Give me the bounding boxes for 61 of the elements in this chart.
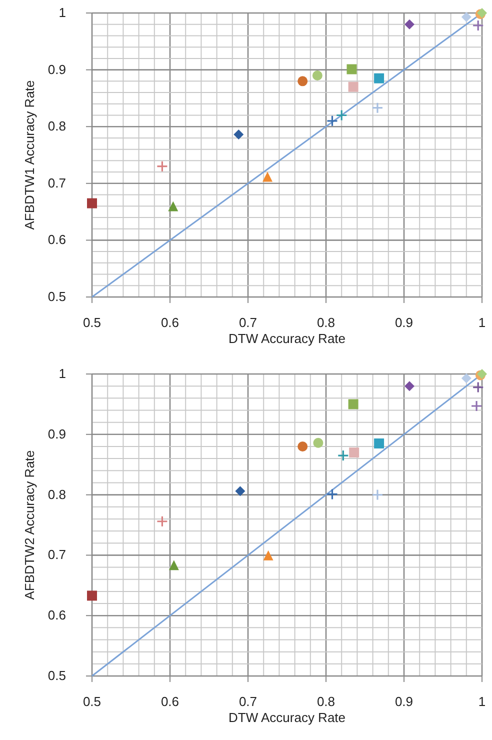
x-tick-label: 0.9 bbox=[394, 694, 414, 709]
point bbox=[326, 488, 338, 500]
y-tick-label: 1 bbox=[58, 5, 66, 20]
point bbox=[156, 516, 168, 528]
y-axis-title: AFBDTW2 Accuracy Rate bbox=[22, 450, 37, 600]
x-tick-label: 0.9 bbox=[394, 315, 414, 330]
y-tick-label: 0.8 bbox=[48, 486, 66, 502]
y-tick-label: 0.9 bbox=[48, 62, 66, 77]
y-tick-label: 0.7 bbox=[48, 547, 66, 562]
point bbox=[348, 82, 358, 92]
y-tick-label: 0.8 bbox=[48, 118, 66, 134]
point bbox=[168, 560, 179, 570]
point bbox=[298, 441, 308, 452]
point bbox=[263, 550, 274, 560]
point bbox=[472, 381, 484, 394]
point bbox=[313, 438, 324, 448]
y-tick-label: 0.5 bbox=[48, 668, 66, 683]
y-tick-label: 0.6 bbox=[48, 608, 66, 623]
point bbox=[470, 400, 482, 412]
y-tick-label: 0.9 bbox=[48, 426, 66, 442]
x-tick-label: 0.7 bbox=[238, 694, 258, 709]
point bbox=[348, 399, 358, 410]
y-tick-label: 0.6 bbox=[48, 232, 66, 248]
x-tick-label: 0.6 bbox=[160, 694, 180, 709]
x-tick-label: 0.5 bbox=[82, 694, 102, 709]
point bbox=[87, 198, 97, 208]
point bbox=[404, 381, 414, 392]
point bbox=[472, 20, 484, 32]
point bbox=[404, 19, 414, 30]
point bbox=[87, 590, 97, 601]
point bbox=[336, 109, 348, 122]
y-axis-title: AFBDTW1 Accuracy Rate bbox=[22, 80, 37, 230]
point bbox=[312, 70, 322, 80]
point bbox=[337, 450, 349, 462]
x-tick-label: 0.8 bbox=[316, 315, 336, 330]
point bbox=[374, 73, 384, 84]
x-tick-label: 0.7 bbox=[238, 315, 258, 330]
x-tick-label: 0.8 bbox=[316, 694, 336, 709]
point bbox=[156, 160, 168, 172]
point bbox=[374, 438, 384, 448]
x-tick-label: 0.6 bbox=[160, 315, 180, 330]
x-axis-title: DTW Accuracy Rate bbox=[228, 710, 346, 725]
point bbox=[372, 102, 384, 114]
point bbox=[346, 64, 357, 74]
point bbox=[349, 448, 360, 458]
y-tick-label: 0.5 bbox=[48, 289, 66, 304]
point bbox=[298, 76, 308, 86]
x-tick-label: 1 bbox=[478, 315, 486, 330]
point bbox=[372, 489, 384, 501]
point bbox=[461, 12, 472, 22]
x-tick-label: 0.5 bbox=[82, 315, 102, 330]
point bbox=[461, 373, 472, 384]
x-axis-title: DTW Accuracy Rate bbox=[228, 331, 346, 346]
point bbox=[262, 172, 272, 182]
y-tick-label: 0.7 bbox=[48, 175, 66, 190]
y-tick-label: 1 bbox=[58, 366, 66, 381]
point bbox=[168, 201, 178, 212]
point bbox=[326, 115, 338, 127]
point bbox=[234, 130, 244, 140]
x-tick-label: 1 bbox=[478, 694, 486, 709]
point bbox=[235, 486, 246, 496]
